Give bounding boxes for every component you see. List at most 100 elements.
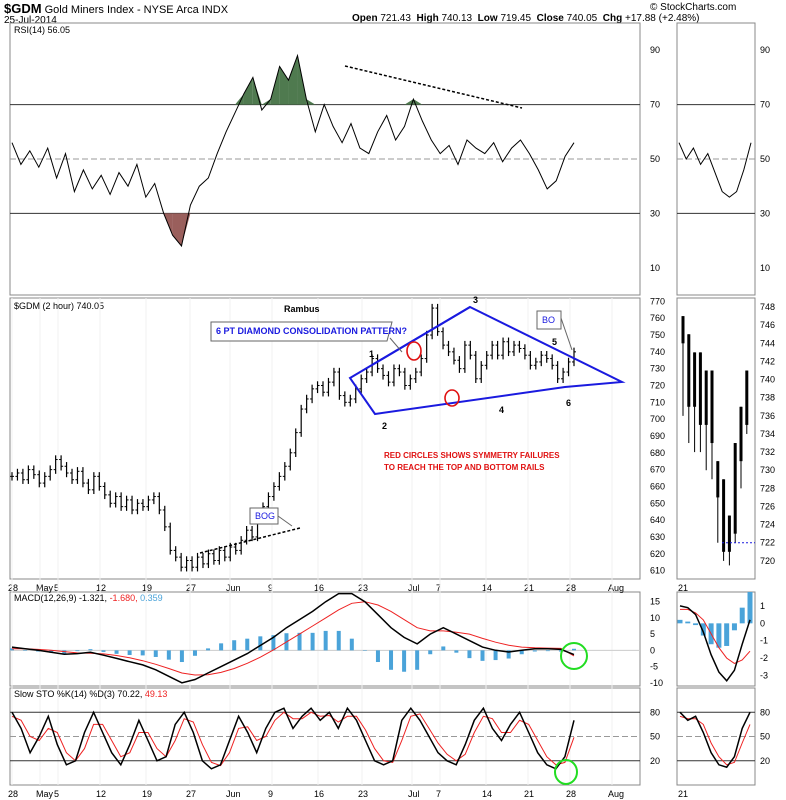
macd-histogram-bar <box>532 650 537 652</box>
price-xtick-label: 28 <box>8 583 18 593</box>
macd-histogram-bar <box>206 648 211 651</box>
price-ytick-label: 610 <box>650 566 665 576</box>
rsi-overbought-fill <box>404 99 414 105</box>
bottom-xtick-label: 5 <box>54 789 59 799</box>
bottom-xtick-label: 27 <box>186 789 196 799</box>
open-label: Open <box>352 13 378 24</box>
macd-indicator-label: MACD(12,26,9) -1.321, -1.680, 0.359 <box>14 593 163 603</box>
stoch-ytick-label: 20 <box>650 756 660 766</box>
bo-callout-box <box>536 310 562 330</box>
macd-histogram-bar <box>572 648 576 651</box>
chg-label: Chg <box>602 13 623 24</box>
macd-ytick-label: -5 <box>650 662 658 672</box>
rsi-overbought-fill <box>243 77 253 105</box>
watermark: © StockCharts.com <box>650 2 737 13</box>
price-ytick-label: 640 <box>650 515 665 525</box>
symbol: $GDM <box>4 1 42 16</box>
macd-histogram-bar <box>49 650 54 653</box>
side-price-bar <box>739 406 743 462</box>
diamond-point-label: 4 <box>499 405 504 415</box>
macd-histogram-bar <box>349 638 354 651</box>
annotation-author: Rambus <box>284 304 320 314</box>
price-ytick-label: 720 <box>650 380 665 390</box>
macd-histogram-bar <box>506 650 511 659</box>
bo-callout-text: BO <box>542 315 555 325</box>
exchange-tag: INDX <box>201 4 229 16</box>
macd-side-histogram-bar <box>739 607 745 624</box>
bog-trendline <box>199 527 301 554</box>
macd-histogram-bar <box>245 638 250 651</box>
macd-side-histogram-bar <box>693 623 699 626</box>
macd-histogram-bar <box>75 650 80 652</box>
pattern-callout-box <box>210 321 393 342</box>
side-price-bar <box>745 370 749 425</box>
bottom-xtick-label: May <box>36 789 54 799</box>
macd-side-ytick-label: -2 <box>760 653 768 663</box>
price-side-ytick-label: 730 <box>760 465 775 475</box>
price-side-ytick-label: 736 <box>760 411 775 421</box>
macd-histogram-bar <box>402 650 407 672</box>
rsi-ytick-label: 50 <box>650 154 660 164</box>
macd-histogram-bar <box>519 650 524 655</box>
stoch-ytick-label: 50 <box>650 732 660 742</box>
price-xtick-label: 7 <box>436 583 441 593</box>
rsi-side-ytick-label: 90 <box>760 45 770 55</box>
macd-side-histogram-bar <box>716 623 722 648</box>
price-side-ytick-label: 740 <box>760 375 775 385</box>
stoch-ytick-label: 80 <box>650 707 660 717</box>
rsi-indicator-label: RSI(14) 56.05 <box>14 25 70 35</box>
macd-histogram-bar <box>467 650 472 659</box>
bottom-xtick-label: 19 <box>142 789 152 799</box>
bottom-xtick-label: 28 <box>8 789 18 799</box>
bottom-xtick-label: Jun <box>226 789 241 799</box>
price-series-label: $GDM (2 hour) 740.05 <box>14 301 104 311</box>
low-value: 719.45 <box>500 13 532 24</box>
price-side-ytick-label: 744 <box>760 338 775 348</box>
macd-signal-line <box>12 601 575 676</box>
price-ytick-label: 710 <box>650 397 665 407</box>
macd-histogram-bar <box>192 650 197 656</box>
rsi-overbought-fill <box>288 55 298 105</box>
rsi-side-ytick-label: 30 <box>760 208 770 218</box>
price-xtick-label: 21 <box>524 583 534 593</box>
macd-side-ytick-label: 1 <box>760 601 765 611</box>
side-bottom-xtick-label: 21 <box>678 789 688 799</box>
macd-side-histogram-bar <box>724 623 730 646</box>
side-xtick-label: 21 <box>678 583 688 593</box>
price-ytick-label: 750 <box>650 330 665 340</box>
rsi-overbought-fill <box>252 77 262 105</box>
macd-histogram-bar <box>558 650 563 652</box>
rsi-ytick-label: 70 <box>650 100 660 110</box>
rsi-side-line <box>678 142 752 198</box>
rsi-line <box>11 53 575 248</box>
price-side-ytick-label: 728 <box>760 483 775 493</box>
price-side-ytick-label: 724 <box>760 520 775 530</box>
macd-signal-value: -1.680, <box>110 593 141 603</box>
macd-histogram-bar <box>101 650 106 652</box>
side-price-bar <box>698 352 702 425</box>
pattern-callout-pointer <box>389 337 403 353</box>
macd-histogram-bar <box>232 640 237 651</box>
bottom-xtick-label: 16 <box>314 789 324 799</box>
price-side-ytick-label: 746 <box>760 320 775 330</box>
stoch-cross-circle <box>554 759 578 785</box>
price-side-ytick-label: 742 <box>760 356 775 366</box>
rsi-overbought-fill <box>413 99 423 105</box>
price-frame <box>9 297 641 580</box>
stoch-side-k-line <box>679 711 751 769</box>
stoch-indicator-label: Slow STO %K(14) %D(3) 70.22, 49.13 <box>14 689 167 699</box>
macd-side-histogram-bar <box>731 623 737 631</box>
close-value: 740.05 <box>566 13 598 24</box>
side-price-bar <box>716 461 720 498</box>
macd-ytick-label: 10 <box>650 613 660 623</box>
macd-side-histogram-bar <box>700 623 706 636</box>
side-price-bar <box>733 443 737 534</box>
diamond-point-label: 1 <box>369 349 374 359</box>
price-ytick-label: 760 <box>650 313 665 323</box>
index-name: Gold Miners Index - NYSE Arca <box>44 4 199 16</box>
stoch-side-ytick-label: 20 <box>760 756 770 766</box>
macd-value: -1.321, <box>79 593 110 603</box>
macd-ytick-label: 5 <box>650 629 655 639</box>
open-value: 721.43 <box>380 13 411 24</box>
